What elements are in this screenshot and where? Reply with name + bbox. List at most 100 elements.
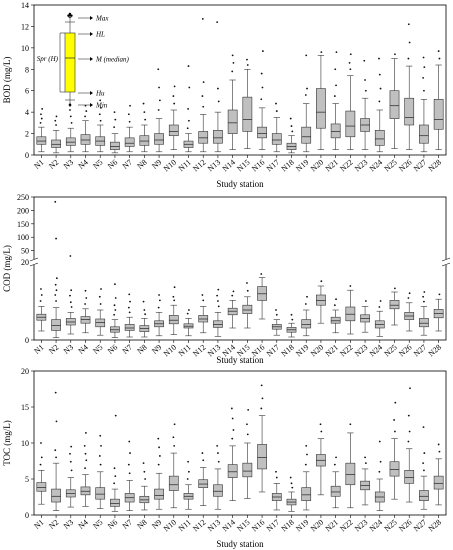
- outlier-point: [99, 434, 102, 437]
- box-group-n21: [330, 298, 341, 334]
- box-group-n18: [286, 117, 297, 154]
- box-iqr: [110, 498, 120, 507]
- outlier-point: [349, 68, 352, 71]
- x-tick-label: N17: [265, 343, 281, 359]
- outlier-point: [364, 89, 367, 92]
- box-group-n1: [36, 442, 47, 505]
- outlier-point: [364, 300, 367, 302]
- box-group-n22: [345, 53, 356, 150]
- box-iqr: [227, 464, 238, 478]
- outlier-point: [100, 288, 102, 290]
- bod-panel: N1 N2 N3 N4 N5 N6 N7 N8 N9N10N11N12N13N14N15N16N…: [2, 1, 447, 189]
- outlier-point: [113, 313, 116, 316]
- box-group-n10: [168, 286, 179, 335]
- outlier-point: [291, 318, 294, 321]
- outlier-point: [55, 456, 57, 459]
- outlier-point: [232, 429, 235, 431]
- outlier-point: [379, 300, 382, 302]
- box-group-n13: [213, 21, 223, 153]
- box-iqr: [51, 319, 61, 331]
- outlier-point: [306, 453, 308, 456]
- box-iqr: [213, 130, 223, 144]
- x-tick-label: N20: [309, 343, 325, 359]
- outlier-point: [394, 401, 397, 404]
- box-iqr: [168, 124, 179, 137]
- box-iqr: [404, 470, 415, 484]
- outlier-point: [333, 463, 336, 466]
- outlier-point: [158, 294, 160, 296]
- x-tick-label: N11: [177, 158, 193, 174]
- x-tick-label: N10: [162, 518, 178, 534]
- box-iqr: [80, 486, 91, 496]
- x-tick-label: N3: [62, 343, 75, 356]
- outlier-point: [173, 444, 176, 447]
- x-tick-label: N25: [382, 158, 398, 174]
- box-iqr: [404, 97, 415, 126]
- box-group-n17: [271, 102, 282, 153]
- x-tick-label: N22: [338, 518, 354, 534]
- box-iqr: [154, 133, 164, 145]
- box-group-n18: [286, 476, 297, 512]
- outlier-point: [217, 100, 220, 103]
- box-iqr: [257, 444, 267, 470]
- outlier-point: [85, 432, 87, 434]
- outlier-point: [144, 313, 147, 316]
- outlier-point: [55, 124, 57, 126]
- x-tick-label: N10: [162, 343, 178, 359]
- outlier-point: [114, 475, 117, 478]
- box-group-n19: [301, 295, 312, 337]
- x-tick-label: N18: [279, 518, 295, 534]
- outlier-point: [217, 452, 219, 454]
- x-tick-label: N17: [265, 158, 281, 174]
- outlier-point: [55, 237, 57, 240]
- outlier-point: [349, 423, 352, 426]
- box-group-n25: [389, 287, 400, 326]
- outlier-point: [84, 115, 86, 118]
- outlier-point: [393, 419, 395, 421]
- outlier-point: [261, 50, 264, 52]
- plot-frame: [33, 196, 447, 341]
- outlier-point: [55, 115, 58, 118]
- y-tick-label: 0: [25, 151, 29, 160]
- axis-break-mark: [29, 257, 39, 262]
- outlier-point: [70, 306, 73, 308]
- box-iqr: [242, 462, 253, 478]
- axis-break-mark: [441, 262, 451, 267]
- outlier-point: [364, 456, 366, 459]
- box-iqr: [139, 135, 150, 146]
- outlier-point: [422, 462, 425, 465]
- outlier-point: [408, 292, 411, 295]
- box-group-n25: [389, 53, 400, 149]
- outlier-point: [378, 100, 381, 103]
- box-iqr: [36, 136, 47, 145]
- outlier-point: [85, 110, 88, 112]
- legend-box: [64, 32, 76, 93]
- box-group-n5: [95, 434, 106, 509]
- x-tick-label: N1: [32, 518, 45, 531]
- outlier-point: [275, 313, 278, 316]
- outlier-point: [157, 306, 160, 309]
- outlier-point: [306, 295, 308, 298]
- outlier-point: [261, 86, 264, 89]
- outlier-point: [69, 115, 72, 118]
- outlier-point: [128, 440, 131, 443]
- outlier-point: [142, 300, 145, 303]
- outlier-point: [260, 384, 263, 387]
- x-tick-label: N27: [412, 518, 428, 534]
- outlier-point: [188, 470, 190, 473]
- outlier-point: [173, 102, 176, 105]
- box-iqr: [419, 124, 429, 144]
- outlier-point: [55, 300, 57, 302]
- box-group-n11: [183, 309, 194, 337]
- outlier-point: [187, 108, 190, 110]
- outlier-point: [99, 99, 102, 102]
- outlier-point: [114, 414, 117, 417]
- outlier-point: [231, 294, 234, 297]
- outlier-point: [320, 430, 323, 433]
- box-group-n14: [227, 54, 238, 150]
- x-tick-label: N16: [250, 518, 266, 534]
- outlier-point: [186, 312, 189, 315]
- outlier-point: [333, 95, 336, 97]
- box-iqr: [257, 126, 267, 139]
